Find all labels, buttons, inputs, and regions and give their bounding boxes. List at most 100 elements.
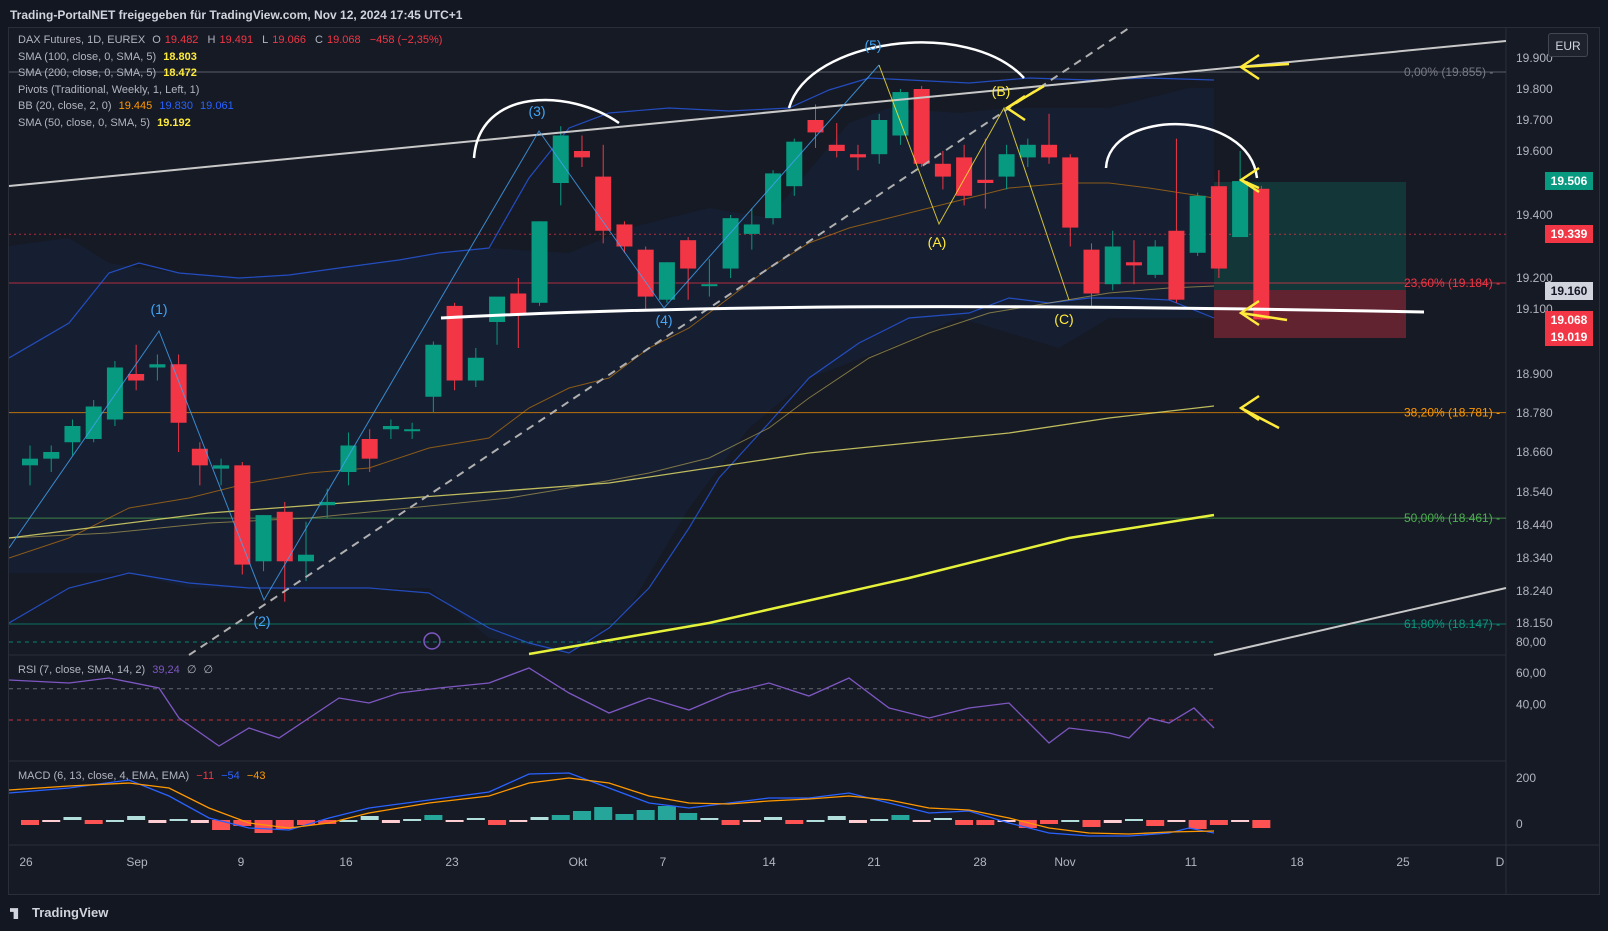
candle[interactable]: [1253, 185, 1270, 321]
candle[interactable]: [892, 89, 909, 145]
candle[interactable]: [22, 445, 38, 486]
candle[interactable]: [213, 458, 230, 486]
hand-drawn-arc-1: [787, 41, 1025, 109]
candle[interactable]: [1041, 113, 1058, 164]
candle[interactable]: [128, 344, 145, 391]
candle-body: [828, 144, 845, 151]
candle-body: [43, 452, 60, 459]
candle[interactable]: [382, 419, 399, 440]
legend-c-label: C: [315, 34, 323, 46]
x-axis-label: 23: [445, 855, 459, 869]
lower-trendline[interactable]: [1213, 587, 1507, 656]
x-axis-label: 14: [762, 855, 776, 869]
candle[interactable]: [849, 144, 866, 171]
x-axis-label: Nov: [1054, 855, 1075, 869]
candle[interactable]: [637, 246, 654, 310]
candle[interactable]: [680, 237, 697, 300]
candle[interactable]: [1232, 151, 1249, 238]
wave-label: (1): [150, 301, 167, 317]
legend-sma100-label: SMA (100, close, 0, SMA, 5): [18, 51, 157, 63]
candle[interactable]: [828, 123, 845, 158]
legend-macd-label: MACD (6, 13, close, 4, EMA, EMA): [18, 770, 190, 782]
rsi-axis-label: 40,00: [1516, 697, 1546, 711]
candle[interactable]: [573, 135, 590, 168]
candle[interactable]: [531, 221, 548, 306]
candle[interactable]: [1062, 154, 1079, 247]
candle[interactable]: [170, 354, 187, 453]
yellow-arrow: [1004, 84, 1045, 122]
candle[interactable]: [191, 442, 208, 486]
candle[interactable]: [1104, 230, 1121, 291]
macd-histogram-bar: [594, 807, 613, 820]
candle[interactable]: [786, 138, 803, 196]
candle[interactable]: [297, 521, 314, 582]
candle[interactable]: [467, 348, 484, 387]
candle[interactable]: [106, 361, 123, 426]
wave-label: (5): [864, 37, 881, 53]
candle-body: [382, 426, 399, 430]
candle[interactable]: [276, 501, 293, 602]
candle[interactable]: [722, 215, 739, 278]
dashed-trendline[interactable]: [188, 27, 1130, 656]
candle-body: [1189, 195, 1206, 253]
macd-histogram-bar: [63, 817, 82, 820]
macd-histogram-bar: [700, 818, 719, 820]
candle[interactable]: [1189, 192, 1206, 256]
upper-trendline[interactable]: [8, 40, 1507, 187]
fib-label-4: 61,80% (18.147) -: [1404, 617, 1500, 631]
candle[interactable]: [658, 262, 675, 303]
currency-button[interactable]: EUR: [1548, 33, 1588, 57]
candle[interactable]: [871, 113, 888, 164]
candle[interactable]: [1168, 138, 1185, 303]
candle[interactable]: [595, 144, 612, 244]
candle-body: [977, 179, 994, 183]
candle[interactable]: [743, 208, 760, 250]
candle-body: [807, 120, 824, 133]
candle[interactable]: [361, 429, 378, 472]
macd-histogram-bar: [1231, 820, 1250, 822]
chart-canvas[interactable]: (1) (2) (3) (4) (5) (A) (B) (C) 0,00% (19.855) …: [8, 27, 1599, 894]
candle[interactable]: [934, 151, 951, 190]
tradingview-logo[interactable]: TradingView: [10, 905, 108, 920]
neckline[interactable]: [440, 305, 1425, 320]
event-marker-icon[interactable]: [423, 632, 441, 650]
candle-body: [128, 374, 145, 381]
x-axis-label: 16: [339, 855, 353, 869]
candle[interactable]: [425, 341, 442, 414]
candle[interactable]: [977, 138, 994, 209]
macd-histogram-bar: [275, 820, 294, 829]
candle[interactable]: [234, 462, 251, 575]
chart-panel[interactable]: (1) (2) (3) (4) (5) (A) (B) (C) 0,00% (19.855) …: [8, 27, 1600, 895]
candle[interactable]: [149, 354, 166, 381]
candle[interactable]: [319, 488, 336, 519]
candle-body: [1147, 246, 1164, 275]
candle[interactable]: [616, 221, 633, 253]
macd-histogram-bar: [997, 820, 1016, 822]
legend-sma50: SMA (50, close, 0, SMA, 5) 19.192: [18, 117, 195, 129]
candle-body: [340, 445, 357, 472]
legend-rsi: RSI (7, close, SMA, 14, 2) 39,24 ∅ ∅: [18, 663, 217, 676]
candle[interactable]: [807, 104, 824, 148]
x-axis-label: Okt: [569, 855, 588, 869]
candle-body: [64, 426, 81, 443]
candle[interactable]: [1210, 170, 1227, 278]
candle[interactable]: [552, 126, 569, 206]
price-tag: 19.339: [1545, 225, 1593, 243]
candle[interactable]: [404, 422, 421, 439]
candle[interactable]: [701, 259, 718, 297]
bollinger-fill: [9, 88, 1214, 653]
candle[interactable]: [913, 85, 930, 167]
legend-high: 19.491: [219, 34, 254, 46]
candle[interactable]: [998, 144, 1015, 190]
legend-macd-macd: −54: [221, 770, 240, 782]
candle[interactable]: [64, 419, 81, 456]
candle[interactable]: [1083, 243, 1100, 306]
candle[interactable]: [765, 170, 782, 225]
candle[interactable]: [1125, 240, 1142, 285]
candle[interactable]: [43, 445, 60, 473]
candle[interactable]: [1019, 138, 1036, 167]
arrow-head: [1238, 299, 1260, 327]
candle[interactable]: [340, 432, 357, 486]
candle[interactable]: [255, 515, 272, 572]
candle[interactable]: [1147, 240, 1164, 278]
